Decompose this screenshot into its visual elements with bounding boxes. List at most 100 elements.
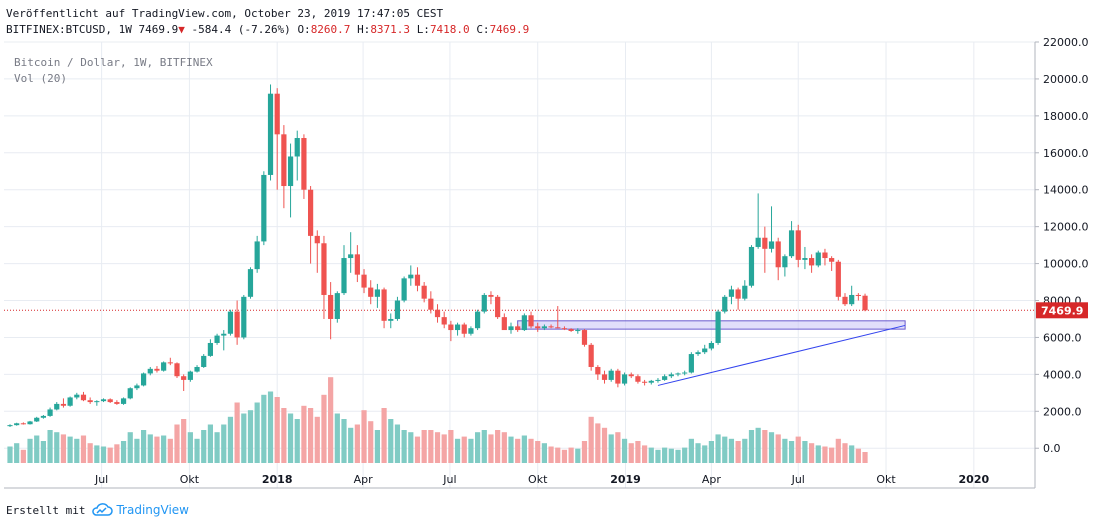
candle-body xyxy=(241,296,247,338)
volume-bar xyxy=(575,448,581,463)
y-tick-label: 18000.0 xyxy=(1043,110,1089,123)
volume-bar xyxy=(394,424,401,463)
volume-bar xyxy=(401,430,407,463)
candle-body xyxy=(795,230,801,260)
candle-body xyxy=(855,294,861,296)
volume-bar xyxy=(147,434,153,463)
volume-bar xyxy=(247,410,254,463)
candle-body xyxy=(40,415,46,418)
volume-bar xyxy=(267,391,274,463)
volume-bar xyxy=(642,445,648,463)
volume-bar xyxy=(348,427,354,463)
volume-bar xyxy=(855,448,861,463)
volume-bar xyxy=(361,410,367,463)
change-value: -584.4 (-7.26%) xyxy=(191,23,291,36)
candle-body xyxy=(528,315,534,327)
published-line: Veröffentlicht auf TradingView.com, Octo… xyxy=(6,7,444,20)
candle-body xyxy=(548,326,554,328)
volume-bar xyxy=(74,438,80,463)
candle-body xyxy=(788,230,795,257)
candle-body xyxy=(100,399,107,402)
candle-body xyxy=(635,376,641,382)
volume-bar xyxy=(67,436,73,463)
volume-bar xyxy=(448,430,454,463)
chart-header: Veröffentlicht auf TradingView.com, Octo… xyxy=(6,6,529,38)
candle-body xyxy=(87,400,93,403)
volume-bar xyxy=(114,444,120,463)
volume-bar xyxy=(274,397,280,463)
volume-bar xyxy=(568,447,574,463)
candle-body xyxy=(515,326,521,331)
volume-bar xyxy=(441,434,447,463)
volume-bar xyxy=(635,441,641,463)
y-tick-label: 14000.0 xyxy=(1043,184,1089,197)
candle-body xyxy=(715,311,721,343)
volume-bar xyxy=(481,430,487,463)
candle-body xyxy=(394,300,401,319)
volume-bar xyxy=(454,438,461,463)
volume-bar xyxy=(241,413,247,463)
candle-body xyxy=(141,373,147,386)
volume-bar xyxy=(7,446,13,463)
low-label: L: xyxy=(416,23,430,36)
volume-bar xyxy=(601,427,608,463)
candle-body xyxy=(842,296,848,305)
candle-body xyxy=(147,368,153,374)
x-tick-label: Okt xyxy=(876,473,896,486)
x-tick-label: Jul xyxy=(442,473,456,486)
candle-body xyxy=(849,294,855,305)
candle-body xyxy=(181,376,187,380)
close-value: 7469.9 xyxy=(489,23,530,36)
volume-bar xyxy=(648,447,654,463)
candle-body xyxy=(688,354,694,373)
candle-body xyxy=(54,403,60,410)
low-value: 7418.0 xyxy=(429,23,470,36)
high-value: 8371.3 xyxy=(370,23,411,36)
candlesticks xyxy=(7,84,868,427)
volume-bar xyxy=(561,449,568,463)
candle-body xyxy=(835,261,841,297)
volume-bar xyxy=(34,435,40,463)
candle-body xyxy=(20,423,26,425)
volume-bar xyxy=(775,434,781,463)
candle-body xyxy=(468,328,474,334)
volume-bar xyxy=(541,443,547,463)
candle-body xyxy=(662,376,668,380)
volume-bar xyxy=(120,441,127,463)
volume-bar xyxy=(662,447,668,463)
volume-bar xyxy=(328,377,334,463)
volume-bar xyxy=(495,430,501,463)
candle-body xyxy=(621,374,628,384)
volume-bar xyxy=(254,402,260,463)
tradingview-logo[interactable]: TradingView xyxy=(91,503,189,517)
candle-body xyxy=(368,287,374,297)
volume-bar xyxy=(287,413,294,463)
volume-bar xyxy=(675,449,681,463)
candle-body xyxy=(475,311,481,329)
candle-body xyxy=(508,326,514,331)
volume-bar xyxy=(428,430,434,463)
trendline xyxy=(657,324,906,386)
volume-bar xyxy=(100,446,107,463)
volume-bar xyxy=(628,443,634,463)
volume-bar xyxy=(281,408,287,463)
candle-body xyxy=(194,366,200,372)
volume-bar xyxy=(715,434,721,463)
candle-body xyxy=(174,363,180,377)
candle-body xyxy=(154,368,160,371)
volume-bar xyxy=(581,441,588,463)
volume-bar xyxy=(27,438,33,463)
volume-bar xyxy=(728,438,735,463)
volume-bar xyxy=(488,434,494,463)
volume-bar xyxy=(154,436,160,463)
chart-grid xyxy=(4,41,1035,488)
volume-bar xyxy=(227,416,234,463)
ohlc-line: BITFINEX:BTCUSD, 1W 7469.9▼ -584.4 (-7.2… xyxy=(6,22,529,38)
candle-body xyxy=(221,333,227,336)
candle-body xyxy=(575,330,581,332)
candle-body xyxy=(655,379,661,381)
volume-bar xyxy=(80,435,87,463)
y-tick-label: 22000.0 xyxy=(1043,36,1089,49)
volume-bars xyxy=(7,377,868,463)
